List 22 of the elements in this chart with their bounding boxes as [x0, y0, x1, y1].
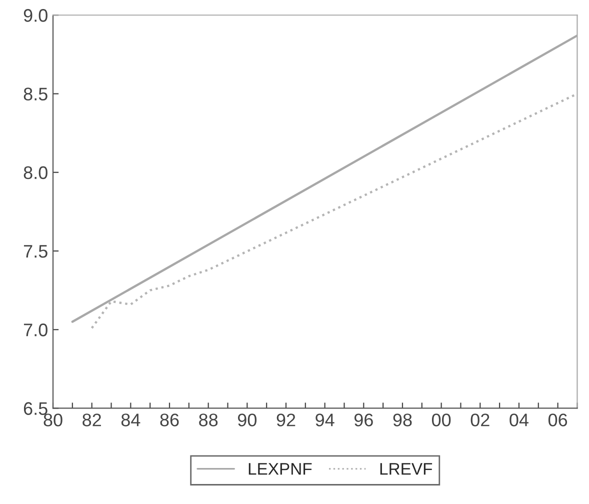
y-tick-label: 8.0	[24, 166, 48, 180]
x-tick-label: 92	[276, 414, 296, 426]
x-tick-label: 80	[44, 414, 62, 426]
y-tick-label: 7.5	[24, 245, 48, 258]
x-tick-label: 94	[316, 414, 334, 426]
legend-label: LREVF	[380, 463, 432, 475]
x-tick-label: 82	[82, 414, 101, 426]
x-tick-label: 04	[510, 414, 528, 426]
x-tick-label: 96	[354, 414, 373, 426]
y-tick-label: 7.0	[24, 324, 48, 336]
y-tick-label: 6.5	[24, 402, 48, 415]
x-tick-label: 88	[199, 414, 218, 426]
x-tick-label: 86	[160, 414, 179, 426]
x-tick-label: 84	[121, 414, 140, 426]
x-tick-label: 06	[548, 414, 568, 426]
legend-label: LEXPNF	[248, 463, 312, 475]
y-tick-label: 8.5	[24, 88, 48, 100]
x-tick-label: 90	[238, 414, 256, 426]
x-tick-label: 98	[393, 414, 412, 426]
x-tick-label: 00	[432, 414, 451, 426]
y-tick-label: 9.0	[24, 9, 48, 22]
x-tick-label: 02	[470, 414, 490, 426]
